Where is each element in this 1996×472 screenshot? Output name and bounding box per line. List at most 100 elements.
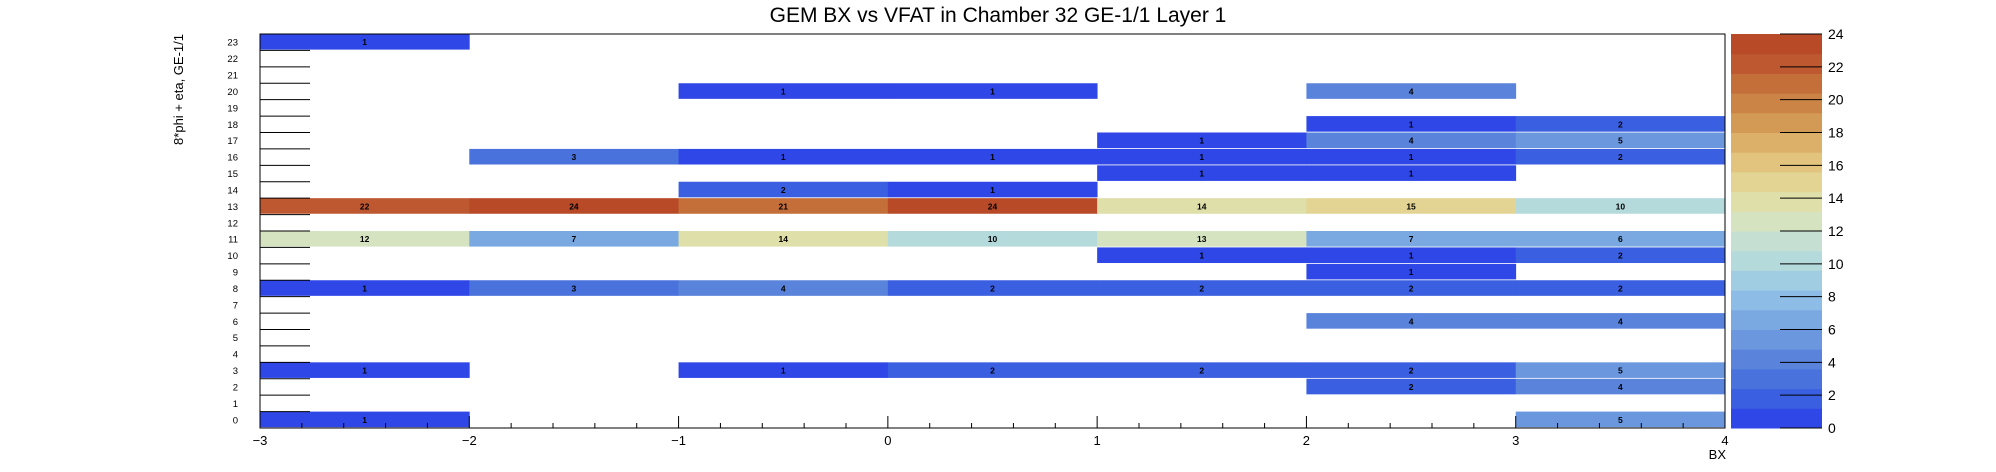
cell-value-label: 1 (781, 152, 786, 162)
y-tick-label: 6 (233, 317, 238, 328)
cell-value-label: 2 (1199, 283, 1204, 293)
heatmap-cell (1306, 116, 1517, 132)
cell-value-label: 1 (1199, 136, 1204, 146)
cell-value-label: 2 (1618, 119, 1623, 129)
heatmap-cell (887, 181, 1098, 198)
color-scale-label: 8 (1828, 289, 1836, 305)
color-scale-segment (1731, 171, 1822, 193)
color-scale-label: 0 (1828, 420, 1836, 436)
heatmap-cell (887, 198, 1098, 214)
color-scale-label: 2 (1828, 387, 1836, 403)
y-tick-label: 16 (227, 153, 238, 164)
cell-value-label: 10 (1616, 201, 1626, 211)
y-tick-label: 1 (233, 399, 238, 410)
cell-value-label: 14 (1197, 201, 1207, 211)
cell-value-label: 1 (990, 86, 995, 96)
y-tick-label: 18 (227, 120, 238, 131)
y-tick-label: 10 (227, 251, 238, 262)
cell-value-label: 5 (1618, 366, 1623, 376)
heatmap-cell (887, 148, 1098, 165)
heatmap-cell (1515, 132, 1726, 149)
y-tick-label: 23 (227, 38, 238, 49)
color-scale-segment (1731, 231, 1822, 252)
x-axis-label: BX (1709, 447, 1727, 462)
heatmap-cell (1097, 362, 1307, 378)
color-scale-segment (1731, 270, 1822, 291)
color-scale-segment (1731, 329, 1822, 350)
cell-value-label: 1 (990, 152, 995, 162)
heatmap-cell (1306, 198, 1517, 214)
color-scale-segment (1731, 152, 1822, 173)
cell-value-label: 1 (1409, 251, 1414, 261)
x-tick-label: −2 (462, 433, 477, 448)
heatmap-cell (1306, 231, 1517, 247)
color-scale-label: 18 (1828, 125, 1844, 141)
y-tick-label: 20 (227, 87, 238, 98)
color-scale-segment (1731, 93, 1822, 114)
heatmap-cell (469, 231, 679, 247)
color-scale-segment (1731, 73, 1822, 94)
cell-value-label: 5 (1618, 415, 1623, 425)
y-tick-label: 15 (227, 169, 238, 180)
color-scale-label: 4 (1828, 354, 1836, 370)
heatmap-cell (1097, 198, 1307, 214)
color-scale-segment (1731, 368, 1822, 390)
color-scale-segment (1731, 112, 1822, 133)
cell-value-label: 1 (1199, 169, 1204, 179)
cell-value-label: 22 (360, 201, 370, 211)
heatmap-cell (678, 198, 889, 214)
chart-title: GEM BX vs VFAT in Chamber 32 GE-1/1 Laye… (770, 4, 1227, 27)
y-tick-label: 5 (233, 333, 238, 344)
y-tick-label: 8 (233, 284, 238, 295)
heatmap-cell (1515, 362, 1726, 378)
heatmap-cell (678, 181, 889, 198)
y-tick-label: 21 (227, 71, 238, 82)
heatmap-cell (1515, 378, 1726, 395)
cell-value-label: 1 (781, 86, 786, 96)
cell-value-label: 24 (569, 201, 579, 211)
heatmap-cell (1097, 165, 1307, 181)
cell-value-label: 1 (362, 37, 367, 47)
y-tick-label: 9 (233, 268, 238, 279)
cell-value-label: 2 (1199, 366, 1204, 376)
color-scale-segment (1731, 408, 1822, 429)
heatmap-cell (1306, 247, 1517, 264)
color-scale-label: 22 (1828, 59, 1844, 75)
cell-value-label: 2 (990, 366, 995, 376)
heatmap-cell (260, 280, 470, 296)
color-scale-segment (1731, 211, 1822, 232)
heatmap-cell (1515, 231, 1726, 247)
color-scale-segment (1731, 250, 1822, 271)
x-tick-label: 2 (1303, 433, 1310, 448)
x-tick-label: 4 (1721, 433, 1728, 448)
cell-value-label: 1 (1409, 119, 1414, 129)
cell-value-label: 1 (990, 185, 995, 195)
color-scale-label: 16 (1828, 157, 1844, 173)
y-tick-label: 7 (233, 300, 238, 311)
cell-value-label: 2 (990, 283, 995, 293)
cell-value-label: 15 (1406, 201, 1416, 211)
cell-value-label: 3 (572, 283, 577, 293)
heatmap-cell (1515, 198, 1726, 214)
heatmap-cell (1515, 411, 1726, 428)
heatmap-cell (260, 231, 470, 247)
color-scale-segment (1731, 388, 1822, 409)
cell-value-label: 13 (1197, 234, 1207, 244)
cell-value-label: 2 (1618, 251, 1623, 261)
cell-value-label: 10 (988, 234, 998, 244)
cell-value-label: 4 (1409, 136, 1414, 146)
cell-value-label: 2 (1409, 283, 1414, 293)
cell-value-label: 24 (988, 201, 998, 211)
cell-value-label: 1 (362, 415, 367, 425)
y-tick-label: 22 (227, 54, 238, 65)
y-axis-label: 8*phi + eta, GE-1/1 (171, 34, 186, 145)
heatmap-cell (1306, 83, 1517, 99)
x-axis: −3 −2 −1 0 1 2 3 4 (253, 416, 1729, 448)
cell-value-label: 4 (1618, 382, 1623, 392)
y-tick-label: 12 (227, 218, 238, 229)
heatmap-cell (1515, 313, 1726, 329)
color-scale-segment (1731, 191, 1822, 212)
